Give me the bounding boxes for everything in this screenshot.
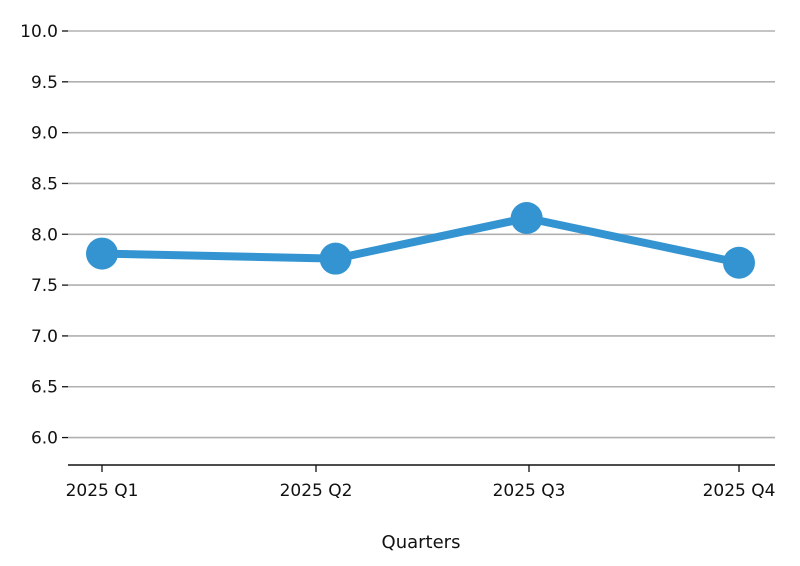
data-point [319,242,352,275]
data-point [510,202,543,235]
y-tick-label: 9.0 [31,124,58,144]
y-tick-label: 7.0 [31,327,58,347]
x-axis: 2025 Q1 2025 Q2 2025 Q3 2025 Q4 [66,464,776,501]
x-axis-title: Quarters [382,532,461,553]
y-axis: 6.0 6.5 7.0 7.5 8.0 8.5 9.0 9.5 10.0 [20,22,68,449]
series-line [98,214,743,267]
y-tick-label: 6.0 [31,429,58,449]
grid-lines [68,30,775,439]
y-tick-label: 8.0 [31,225,58,245]
y-tick-label: 9.5 [31,73,58,93]
y-tick-label: 6.5 [31,378,58,398]
x-tick-label: 2025 Q1 [66,481,139,501]
data-point [723,246,755,279]
y-tick-label: 8.5 [31,174,58,194]
x-tick-label: 2025 Q3 [493,481,566,501]
x-tick-label: 2025 Q4 [703,481,776,501]
data-point [86,237,118,270]
y-tick-label: 7.5 [31,276,58,296]
plot-area [86,202,755,279]
x-tick-label: 2025 Q2 [280,481,353,501]
y-tick-label: 10.0 [20,22,58,42]
